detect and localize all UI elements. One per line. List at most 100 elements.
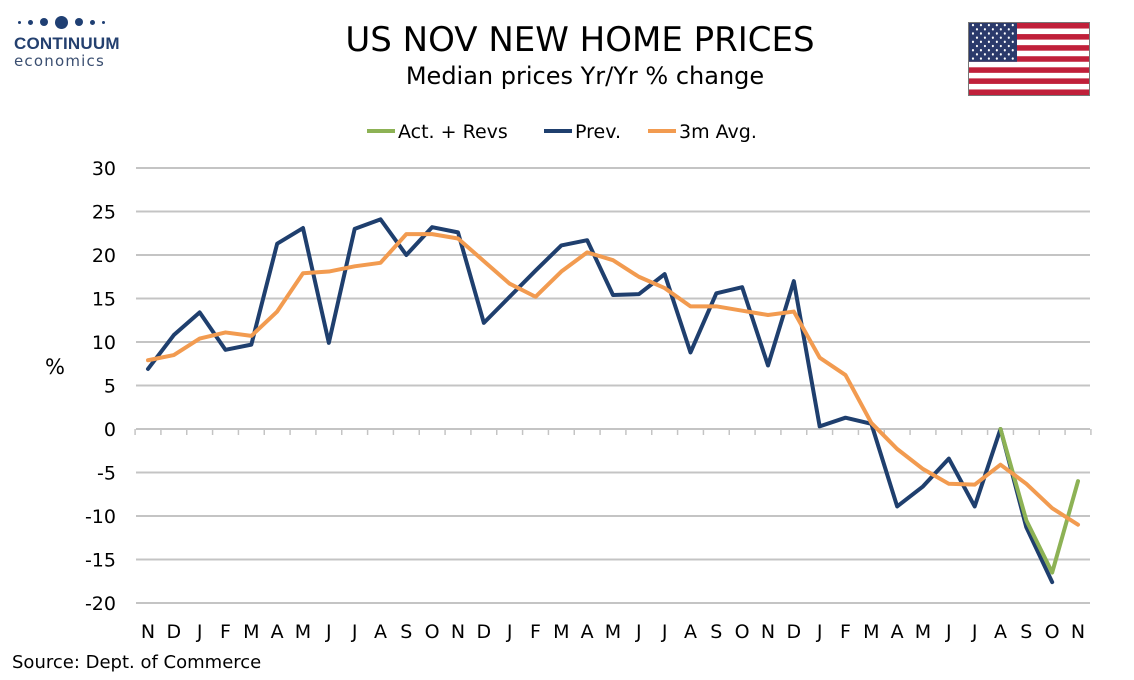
legend-item: Prev.	[544, 121, 621, 143]
x-tick-label: A	[891, 621, 904, 643]
x-tick-label: D	[477, 621, 492, 643]
flag-star	[1011, 32, 1014, 35]
flag-star	[983, 28, 986, 31]
y-tick-labels: 30 25 20 15 10 5 0 -5 -10 -15 -20	[85, 158, 116, 615]
x-tick-label: O	[1045, 621, 1060, 643]
flag-star	[987, 57, 990, 60]
x-tick-label: J	[196, 621, 203, 643]
x-tick-label: S	[1020, 621, 1032, 643]
legend-item: 3m Avg.	[648, 121, 757, 143]
flag-star	[991, 28, 994, 31]
logo-sub: economics	[14, 52, 105, 70]
logo-dots	[18, 14, 134, 30]
flag-star	[975, 53, 979, 56]
legend-label: Act. + Revs	[398, 121, 508, 143]
x-tick-label: M	[863, 621, 879, 643]
flag-star	[999, 36, 1002, 39]
x-tick-label: S	[400, 621, 412, 643]
flag-star	[999, 28, 1002, 31]
x-tick-label: J	[351, 621, 358, 643]
y-tick-label: 20	[92, 245, 116, 267]
x-tick-label: N	[1071, 621, 1085, 643]
x-tick-label: A	[994, 621, 1007, 643]
x-tick-label: O	[425, 621, 440, 643]
x-tick-label: A	[684, 621, 697, 643]
flag-star	[995, 32, 998, 35]
flag-star	[971, 48, 975, 52]
x-tick-label: F	[840, 621, 851, 643]
flag-star	[971, 23, 975, 27]
flag-star	[991, 44, 994, 48]
flag-star	[975, 44, 979, 48]
x-tick-label: A	[581, 621, 594, 643]
grid-lines	[134, 167, 1092, 604]
y-tick-label: -15	[85, 550, 116, 572]
x-tick-label: J	[506, 621, 513, 643]
continuum-logo: CONTINUUM economics	[14, 14, 134, 70]
flag-star	[1011, 40, 1014, 44]
flag-star	[987, 48, 990, 52]
x-tick-label: S	[710, 621, 722, 643]
flag-star	[1011, 57, 1014, 60]
x-tick-label: J	[971, 621, 978, 643]
x-tick-label: J	[325, 621, 332, 643]
x-tick-label: M	[243, 621, 259, 643]
x-tick-label: J	[661, 621, 668, 643]
legend-item: Act. + Revs	[367, 121, 508, 143]
flag-star	[1011, 23, 1014, 27]
flag-star	[979, 23, 983, 27]
x-tick-label: J	[945, 621, 952, 643]
flag-star	[991, 53, 994, 56]
x-tick-label: M	[553, 621, 569, 643]
x-tick-label: J	[816, 621, 823, 643]
legend: Act. + Revs Prev. 3m Avg.	[367, 121, 757, 143]
x-tick-label: A	[271, 621, 284, 643]
logo-name: CONTINUUM	[14, 34, 120, 53]
flag-star	[1007, 28, 1010, 31]
flag-star	[1003, 32, 1006, 35]
flag-star	[995, 40, 998, 44]
flag-star	[1011, 48, 1014, 52]
x-tick-label: F	[530, 621, 541, 643]
x-tick-label: F	[220, 621, 231, 643]
flag-star	[991, 36, 994, 39]
flag-star	[987, 40, 990, 44]
x-tick-label: N	[141, 621, 155, 643]
y-tick-label: 0	[104, 419, 116, 441]
legend-label: Prev.	[575, 121, 621, 143]
flag-star	[999, 44, 1002, 48]
y-tick-label: -5	[97, 463, 116, 485]
x-tick-label: N	[761, 621, 775, 643]
flag-star	[979, 57, 983, 60]
y-axis-label: %	[45, 355, 65, 379]
flag-star	[995, 57, 998, 60]
flag-star	[1003, 57, 1006, 60]
flag-star	[983, 44, 986, 48]
y-tick-label: 30	[92, 158, 116, 180]
y-tick-label: -20	[85, 593, 116, 615]
series-line-3m-avg	[146, 232, 1080, 527]
flag-star	[987, 32, 990, 35]
flag-star	[1003, 40, 1006, 44]
flag-star	[1007, 36, 1010, 39]
y-tick-label: -10	[85, 506, 116, 528]
series-lines	[146, 217, 1080, 585]
flag-star	[983, 53, 986, 56]
y-tick-label: 10	[92, 332, 116, 354]
chart-title: US NOV NEW HOME PRICES	[345, 20, 815, 60]
flag-star	[975, 28, 979, 31]
flag-star	[995, 23, 998, 27]
x-tick-label: M	[295, 621, 311, 643]
x-tick-label: O	[735, 621, 750, 643]
flag-star	[971, 57, 975, 60]
y-tick-label: 5	[104, 376, 116, 398]
flag-star	[979, 32, 983, 35]
flag-star	[971, 32, 975, 35]
flag-star	[987, 23, 990, 27]
x-tick-label: M	[915, 621, 931, 643]
x-tick-label: D	[787, 621, 802, 643]
us-flag-icon	[968, 22, 1090, 96]
x-tick-label: D	[167, 621, 182, 643]
